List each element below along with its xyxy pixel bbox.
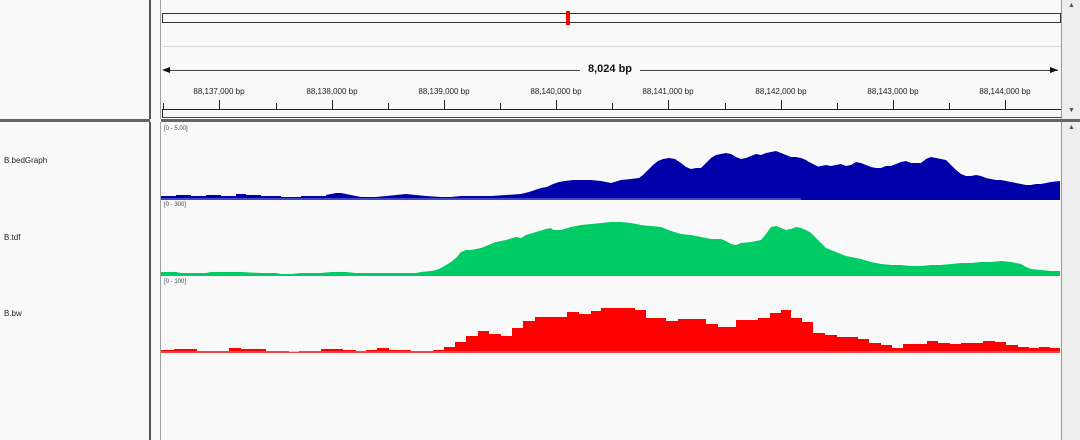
ruler-minor-tick	[725, 103, 726, 109]
track-name-tdf[interactable]: B.tdf	[4, 233, 21, 242]
ruler-baseline	[162, 109, 1061, 110]
track-bw-plot[interactable]	[161, 276, 1061, 353]
ruler-major-tick	[668, 100, 669, 109]
ruler-minor-tick	[388, 103, 389, 109]
ruler-tick-label: 88,141,000 bp	[642, 87, 694, 96]
data-panel-border	[160, 0, 161, 440]
ruler-tick-label: 88,140,000 bp	[530, 87, 582, 96]
data-panel-scrollbar[interactable]: ▲	[1061, 122, 1080, 440]
ruler-minor-tick	[500, 103, 501, 109]
ruler-tick-label: 88,144,000 bp	[979, 87, 1031, 96]
ruler-tick-label: 88,137,000 bp	[193, 87, 245, 96]
divider-gap	[150, 119, 161, 122]
track-name-bedgraph[interactable]: B.bedGraph	[4, 156, 48, 165]
attribute-panel	[151, 0, 160, 440]
ruler-left-edge	[162, 109, 163, 118]
span-width-label: 8,024 bp	[580, 63, 640, 75]
ruler-top-border	[162, 46, 1061, 47]
chromosome-ideogram[interactable]	[162, 13, 1061, 23]
ruler-tick-label: 88,138,000 bp	[306, 87, 358, 96]
ruler-major-tick	[332, 100, 333, 109]
scroll-up-icon[interactable]: ▲	[1068, 2, 1075, 9]
ruler-tick-label: 88,142,000 bp	[755, 87, 807, 96]
name-panel-divider[interactable]	[149, 0, 151, 440]
ruler-major-tick	[893, 100, 894, 109]
track-name-bw[interactable]: B.bw	[4, 309, 22, 318]
track-range-bw: [0 - 100]	[164, 279, 187, 285]
ruler-major-tick	[219, 100, 220, 109]
ruler-bottom-border	[162, 117, 1061, 118]
track-range-tdf: [0 - 300]	[164, 202, 187, 208]
ruler-major-tick	[444, 100, 445, 109]
ruler-minor-tick	[276, 103, 277, 109]
ruler-major-tick	[781, 100, 782, 109]
header-data-divider[interactable]	[0, 119, 1080, 122]
header-scrollbar[interactable]: ▲ ▼	[1061, 0, 1080, 119]
ruler-minor-tick	[163, 103, 164, 109]
current-region-marker	[566, 11, 570, 25]
track-bedgraph-tail	[801, 158, 1060, 200]
ruler-tick-label: 88,139,000 bp	[418, 87, 470, 96]
ruler-minor-tick	[949, 103, 950, 109]
scroll-up-icon[interactable]: ▲	[1068, 124, 1075, 131]
ruler-minor-tick	[837, 103, 838, 109]
track-tdf-plot[interactable]	[161, 200, 1061, 276]
ruler-major-tick	[556, 100, 557, 109]
track-range-bedgraph: [0 - 5.00]	[164, 126, 188, 132]
track-name-panel	[0, 0, 150, 440]
ruler-tick-label: 88,143,000 bp	[867, 87, 919, 96]
ruler-major-tick	[1005, 100, 1006, 109]
arrow-left-icon	[162, 67, 170, 73]
ruler-minor-tick	[612, 103, 613, 109]
arrow-right-icon	[1050, 67, 1058, 73]
scroll-down-icon[interactable]: ▼	[1068, 107, 1075, 114]
